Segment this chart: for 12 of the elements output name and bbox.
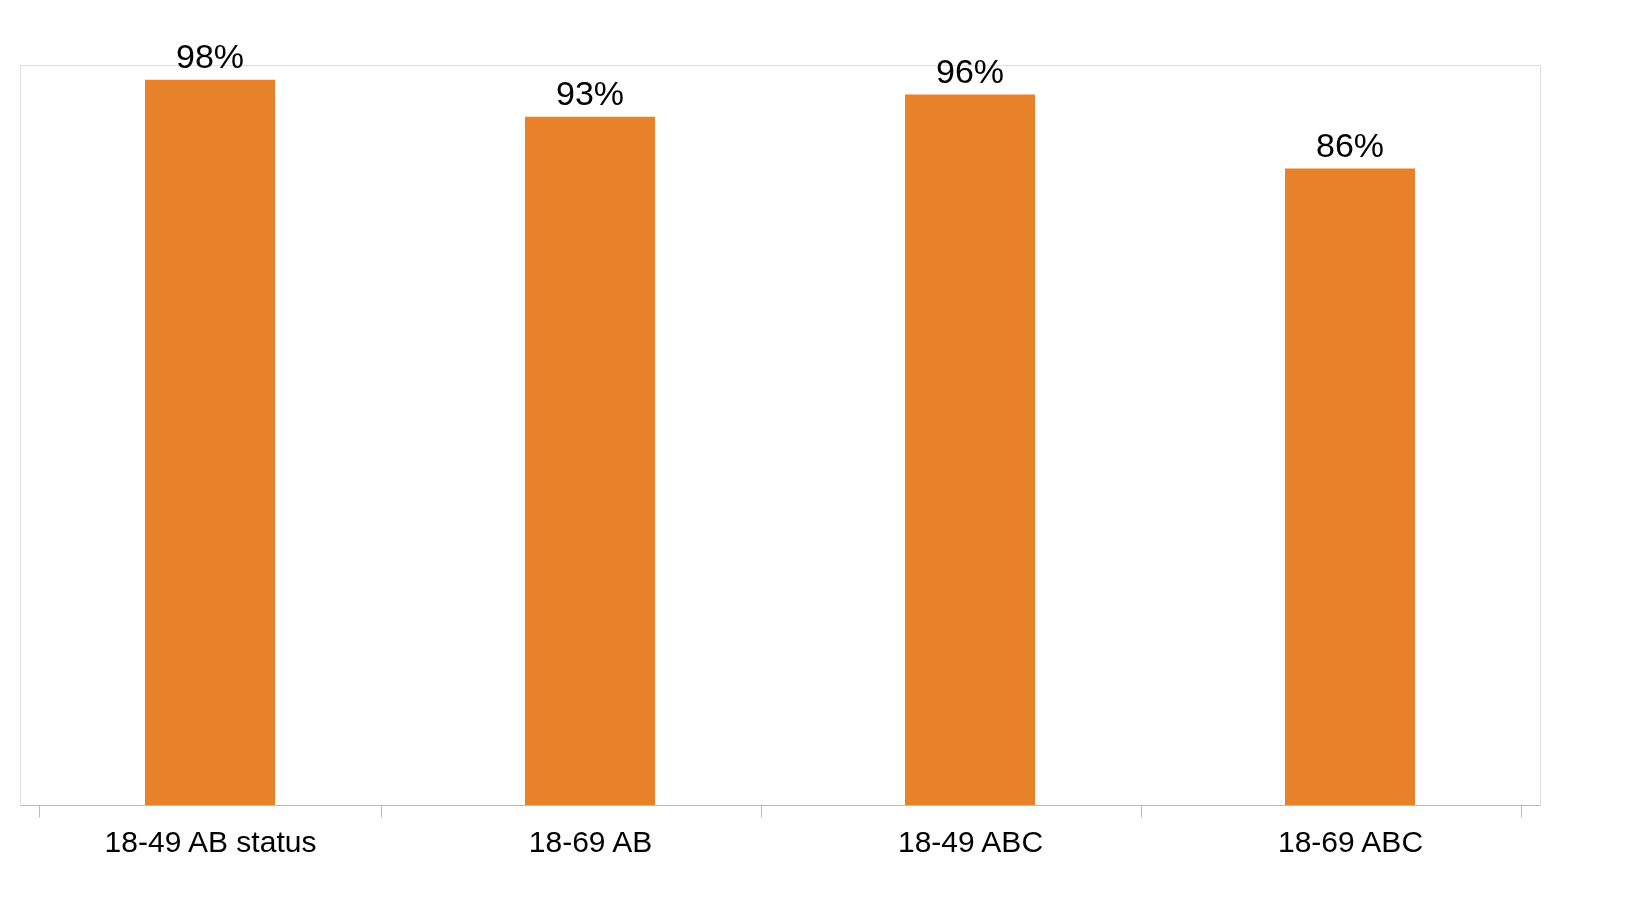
x-tick-label: 18-69 ABC bbox=[1277, 824, 1424, 858]
data-label: 96% bbox=[935, 51, 1005, 90]
bar bbox=[1285, 168, 1415, 805]
x-tick-label: 18-69 AB bbox=[528, 824, 653, 858]
data-label: 98% bbox=[175, 36, 245, 75]
bar bbox=[525, 116, 655, 805]
x-tick-label: 18-49 AB status bbox=[104, 824, 317, 858]
x-tick-label: 18-49 ABC bbox=[897, 824, 1044, 858]
data-label: 93% bbox=[555, 73, 625, 112]
bar bbox=[905, 94, 1035, 805]
data-label: 86% bbox=[1315, 125, 1385, 164]
bar bbox=[145, 79, 275, 805]
